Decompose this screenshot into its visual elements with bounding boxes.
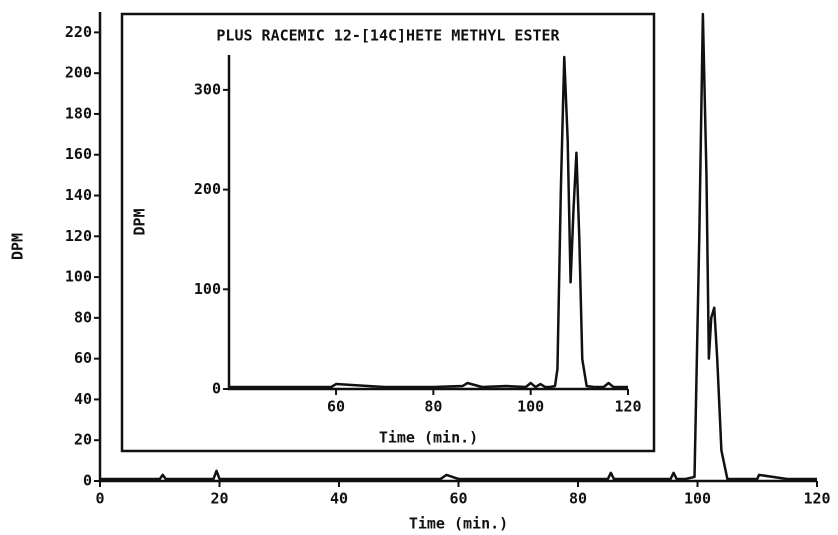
y-tick-label: 20: [74, 431, 92, 449]
x-tick-label: 60: [327, 398, 345, 416]
x-tick-label: 120: [614, 398, 641, 416]
y-tick-label: 120: [65, 227, 92, 245]
x-tick-label: 100: [684, 490, 711, 508]
data-line: [229, 55, 628, 389]
x-axis-label: Time (min.): [379, 429, 478, 447]
x-tick-label: 100: [517, 398, 544, 416]
x-axis-label: Time (min.): [409, 515, 508, 533]
y-tick-label: 140: [65, 186, 92, 204]
y-axis-label: DPM: [9, 233, 27, 260]
x-tick-label: 60: [449, 490, 467, 508]
y-tick-label: 220: [65, 23, 92, 41]
chart-title: PLUS RACEMIC 12-[14C]HETE METHYL ESTER: [216, 27, 560, 45]
x-tick-label: 120: [803, 490, 830, 508]
y-tick-label: 100: [65, 268, 92, 286]
x-tick-label: 80: [569, 490, 587, 508]
y-tick-label: 0: [83, 472, 92, 490]
y-tick-label: 200: [194, 180, 221, 198]
x-tick-label: 40: [330, 490, 348, 508]
y-tick-label: 80: [74, 308, 92, 326]
y-tick-label: 180: [65, 104, 92, 122]
y-tick-label: 100: [194, 280, 221, 298]
data-line: [100, 12, 817, 481]
y-tick-label: 0: [212, 380, 221, 398]
x-tick-label: 80: [424, 398, 442, 416]
x-tick-label: 0: [95, 490, 104, 508]
x-tick-label: 20: [210, 490, 228, 508]
y-tick-label: 40: [74, 390, 92, 408]
y-tick-label: 160: [65, 145, 92, 163]
y-tick-label: 60: [74, 349, 92, 367]
y-tick-label: 300: [194, 80, 221, 98]
y-axis-label: DPM: [131, 208, 149, 235]
y-tick-label: 200: [65, 64, 92, 82]
